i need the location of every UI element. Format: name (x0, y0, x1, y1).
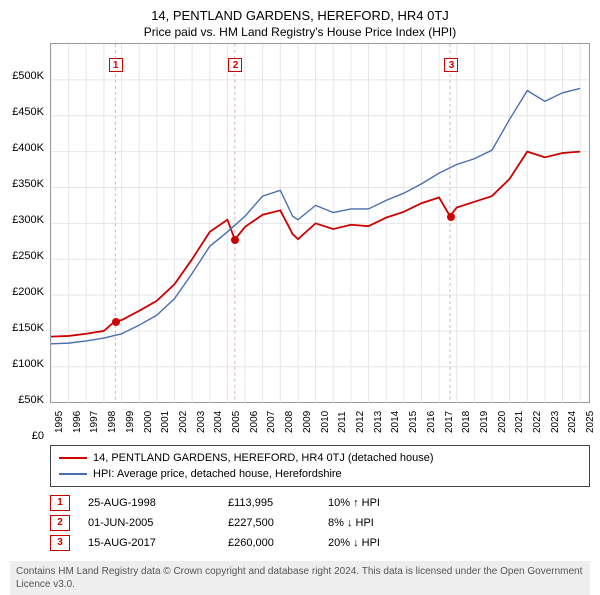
x-tick-label: 2024 (567, 411, 578, 433)
x-tick-label: 2016 (426, 411, 437, 433)
x-tick-label: 2003 (196, 411, 207, 433)
transaction-marker: 3 (50, 535, 70, 551)
legend-item: 14, PENTLAND GARDENS, HEREFORD, HR4 0TJ … (59, 450, 581, 466)
chart-svg (51, 44, 589, 403)
x-tick-label: 2006 (249, 411, 260, 433)
transaction-row: 1 25-AUG-1998£113,99510% ↑ HPI (50, 493, 590, 513)
x-tick-label: 1996 (72, 411, 83, 433)
transaction-hpi: 10% ↑ HPI (328, 497, 428, 509)
x-tick-label: 2014 (390, 411, 401, 433)
legend: 14, PENTLAND GARDENS, HEREFORD, HR4 0TJ … (50, 445, 590, 487)
chart-marker-dot (231, 236, 239, 244)
price-chart: 1 2 3 (50, 43, 590, 403)
transaction-hpi: 8% ↓ HPI (328, 517, 428, 529)
transaction-price: £227,500 (228, 517, 328, 529)
x-tick-label: 2020 (497, 411, 508, 433)
y-tick-label: £50K (18, 394, 44, 406)
x-tick-label: 2002 (178, 411, 189, 433)
y-tick-label: £450K (12, 106, 44, 118)
x-tick-label: 2013 (373, 411, 384, 433)
x-tick-label: 2011 (337, 411, 348, 433)
x-axis-labels: 1995 1996 1997 1998 1999 2000 2001 2002 2003 2004… (50, 403, 590, 439)
x-tick-label: 1998 (107, 411, 118, 433)
transaction-row: 2 01-JUN-2005£227,5008% ↓ HPI (50, 513, 590, 533)
transaction-price: £260,000 (228, 537, 328, 549)
transaction-date: 01-JUN-2005 (88, 517, 228, 529)
legend-label: HPI: Average price, detached house, Here… (93, 468, 342, 480)
x-tick-label: 2012 (355, 411, 366, 433)
x-tick-label: 2005 (231, 411, 242, 433)
transaction-marker: 1 (50, 495, 70, 511)
y-tick-label: £150K (12, 322, 44, 334)
transaction-row: 3 15-AUG-2017£260,00020% ↓ HPI (50, 533, 590, 553)
y-tick-label: £0 (32, 430, 44, 442)
x-tick-label: 1995 (54, 411, 65, 433)
x-tick-label: 2021 (514, 411, 525, 433)
x-tick-label: 2009 (302, 411, 313, 433)
chart-marker: 2 (228, 58, 242, 72)
y-tick-label: £300K (12, 214, 44, 226)
transaction-price: £113,995 (228, 497, 328, 509)
x-tick-label: 2015 (408, 411, 419, 433)
x-tick-label: 2017 (444, 411, 455, 433)
page-subtitle: Price paid vs. HM Land Registry's House … (0, 23, 600, 43)
x-tick-label: 2018 (461, 411, 472, 433)
legend-item: HPI: Average price, detached house, Here… (59, 466, 581, 482)
x-tick-label: 2008 (284, 411, 295, 433)
chart-marker: 1 (109, 58, 123, 72)
x-tick-label: 2019 (479, 411, 490, 433)
chart-marker: 3 (444, 58, 458, 72)
y-axis-labels: £0£50K£100K£150K£200K£250K£300K£350K£400… (0, 76, 48, 436)
legend-swatch (59, 473, 87, 475)
legend-swatch (59, 457, 87, 459)
y-tick-label: £350K (12, 178, 44, 190)
legend-label: 14, PENTLAND GARDENS, HEREFORD, HR4 0TJ … (93, 452, 434, 464)
y-tick-label: £100K (12, 358, 44, 370)
page-title: 14, PENTLAND GARDENS, HEREFORD, HR4 0TJ (0, 0, 600, 23)
x-tick-label: 2022 (532, 411, 543, 433)
transaction-hpi: 20% ↓ HPI (328, 537, 428, 549)
transactions-table: 1 25-AUG-1998£113,99510% ↑ HPI 2 01-JUN-200… (50, 493, 590, 553)
chart-marker-dot (112, 318, 120, 326)
y-tick-label: £250K (12, 250, 44, 262)
transaction-date: 15-AUG-2017 (88, 537, 228, 549)
x-tick-label: 1999 (125, 411, 136, 433)
transaction-marker: 2 (50, 515, 70, 531)
x-tick-label: 2007 (266, 411, 277, 433)
chart-marker-dot (447, 213, 455, 221)
y-tick-label: £500K (12, 70, 44, 82)
y-tick-label: £400K (12, 142, 44, 154)
x-tick-label: 2000 (143, 411, 154, 433)
x-tick-label: 1997 (89, 411, 100, 433)
transaction-date: 25-AUG-1998 (88, 497, 228, 509)
x-tick-label: 2004 (213, 411, 224, 433)
x-tick-label: 2023 (550, 411, 561, 433)
x-tick-label: 2001 (160, 411, 171, 433)
y-tick-label: £200K (12, 286, 44, 298)
x-tick-label: 2010 (320, 411, 331, 433)
x-tick-label: 2025 (585, 411, 596, 433)
